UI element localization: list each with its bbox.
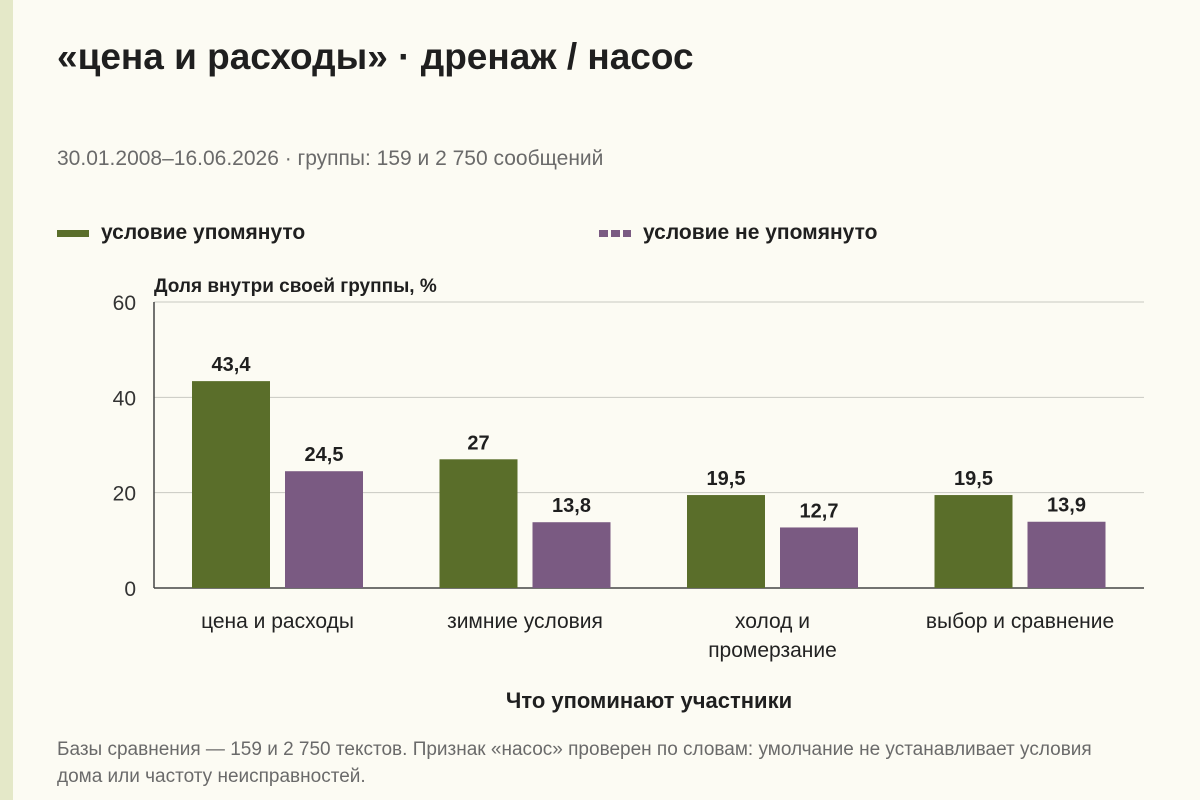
- bar: [192, 381, 270, 588]
- x-tick-label: холод и: [735, 610, 810, 633]
- bar: [780, 527, 858, 588]
- bar: [532, 522, 611, 588]
- y-tick-label: 40: [113, 387, 136, 410]
- data-label: 19,5: [954, 468, 993, 490]
- data-label: 24,5: [305, 444, 344, 466]
- legend-label-mentioned: условие упомянуто: [101, 221, 306, 244]
- data-label: 12,7: [800, 500, 839, 522]
- legend-item-not-mentioned: условие не упомянуто: [599, 220, 877, 246]
- x-tick-label: зимние условия: [447, 610, 603, 633]
- footnote: Базы сравнения — 159 и 2 750 текстов. Пр…: [57, 739, 1092, 787]
- x-tick-label: промерзание: [708, 639, 837, 662]
- bar: [687, 495, 765, 588]
- y-axis-label: Доля внутри своей группы, %: [154, 276, 437, 297]
- bar: [1027, 521, 1106, 588]
- data-label: 13,8: [552, 495, 591, 517]
- data-label: 27: [467, 432, 489, 454]
- x-tick-label: выбор и сравнение: [926, 610, 1114, 633]
- legend-item-mentioned: условие упомянуто: [57, 220, 305, 246]
- data-label: 13,9: [1047, 495, 1086, 517]
- chart-title: «цена и расходы» · дренаж / насос: [57, 36, 694, 77]
- chart-subtitle: 30.01.2008–16.06.2026 · группы: 159 и 2 …: [57, 147, 604, 170]
- data-label: 43,4: [212, 354, 252, 376]
- bar: [934, 495, 1013, 588]
- legend-label-not-mentioned: условие не упомянуто: [643, 221, 878, 244]
- y-tick-label: 0: [124, 578, 136, 601]
- accent-bar: [0, 0, 13, 800]
- y-tick-label: 60: [113, 292, 136, 315]
- bar: [439, 459, 518, 588]
- legend-swatch-mentioned: [57, 229, 89, 237]
- x-tick-label: цена и расходы: [201, 610, 354, 633]
- legend-swatch-not-mentioned: [599, 229, 631, 237]
- data-label: 19,5: [707, 468, 746, 490]
- y-tick-label: 20: [113, 483, 136, 506]
- bar: [285, 471, 363, 588]
- x-axis-label: Что упоминают участники: [506, 688, 792, 713]
